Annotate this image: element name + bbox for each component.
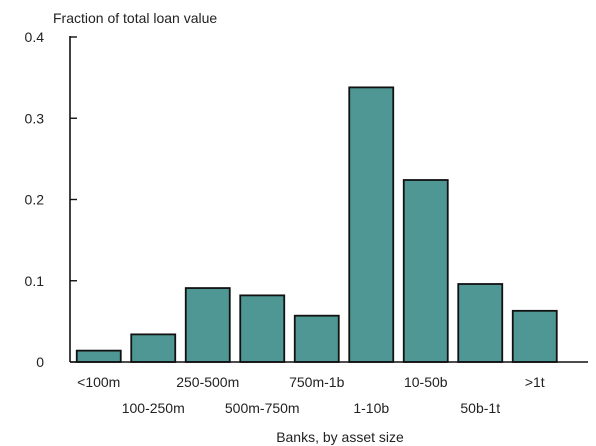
y-tick-label: 0 <box>36 354 44 370</box>
y-tick-label: 0.2 <box>25 192 45 208</box>
bar <box>348 86 395 363</box>
x-tick-label: 10-50b <box>404 374 448 390</box>
bar <box>402 179 449 363</box>
x-tick-label: 1-10b <box>353 400 389 416</box>
y-axis-title: Fraction of total loan value <box>53 10 217 26</box>
x-tick-label: 100-250m <box>122 400 185 416</box>
x-tick-label: 500m-750m <box>225 400 300 416</box>
bar <box>130 333 177 363</box>
y-axis-ticks: 0 0.1 0.2 0.3 0.4 <box>25 29 77 370</box>
bar <box>239 294 286 363</box>
bar <box>293 314 340 363</box>
bar <box>457 283 504 363</box>
y-tick-label: 0.1 <box>25 273 45 289</box>
x-tick-label: 750m-1b <box>289 374 344 390</box>
x-tick-label: 250-500m <box>176 374 239 390</box>
x-axis-title: Banks, by asset size <box>276 429 404 445</box>
x-tick-label: 50b-1t <box>460 400 500 416</box>
bar <box>184 287 231 363</box>
bars <box>75 86 558 363</box>
bar <box>75 349 122 363</box>
y-tick-label: 0.3 <box>25 110 45 126</box>
y-tick-label: 0.4 <box>25 29 45 45</box>
bar <box>511 309 558 363</box>
x-tick-label: <100m <box>77 374 120 390</box>
x-tick-label: >1t <box>525 374 545 390</box>
